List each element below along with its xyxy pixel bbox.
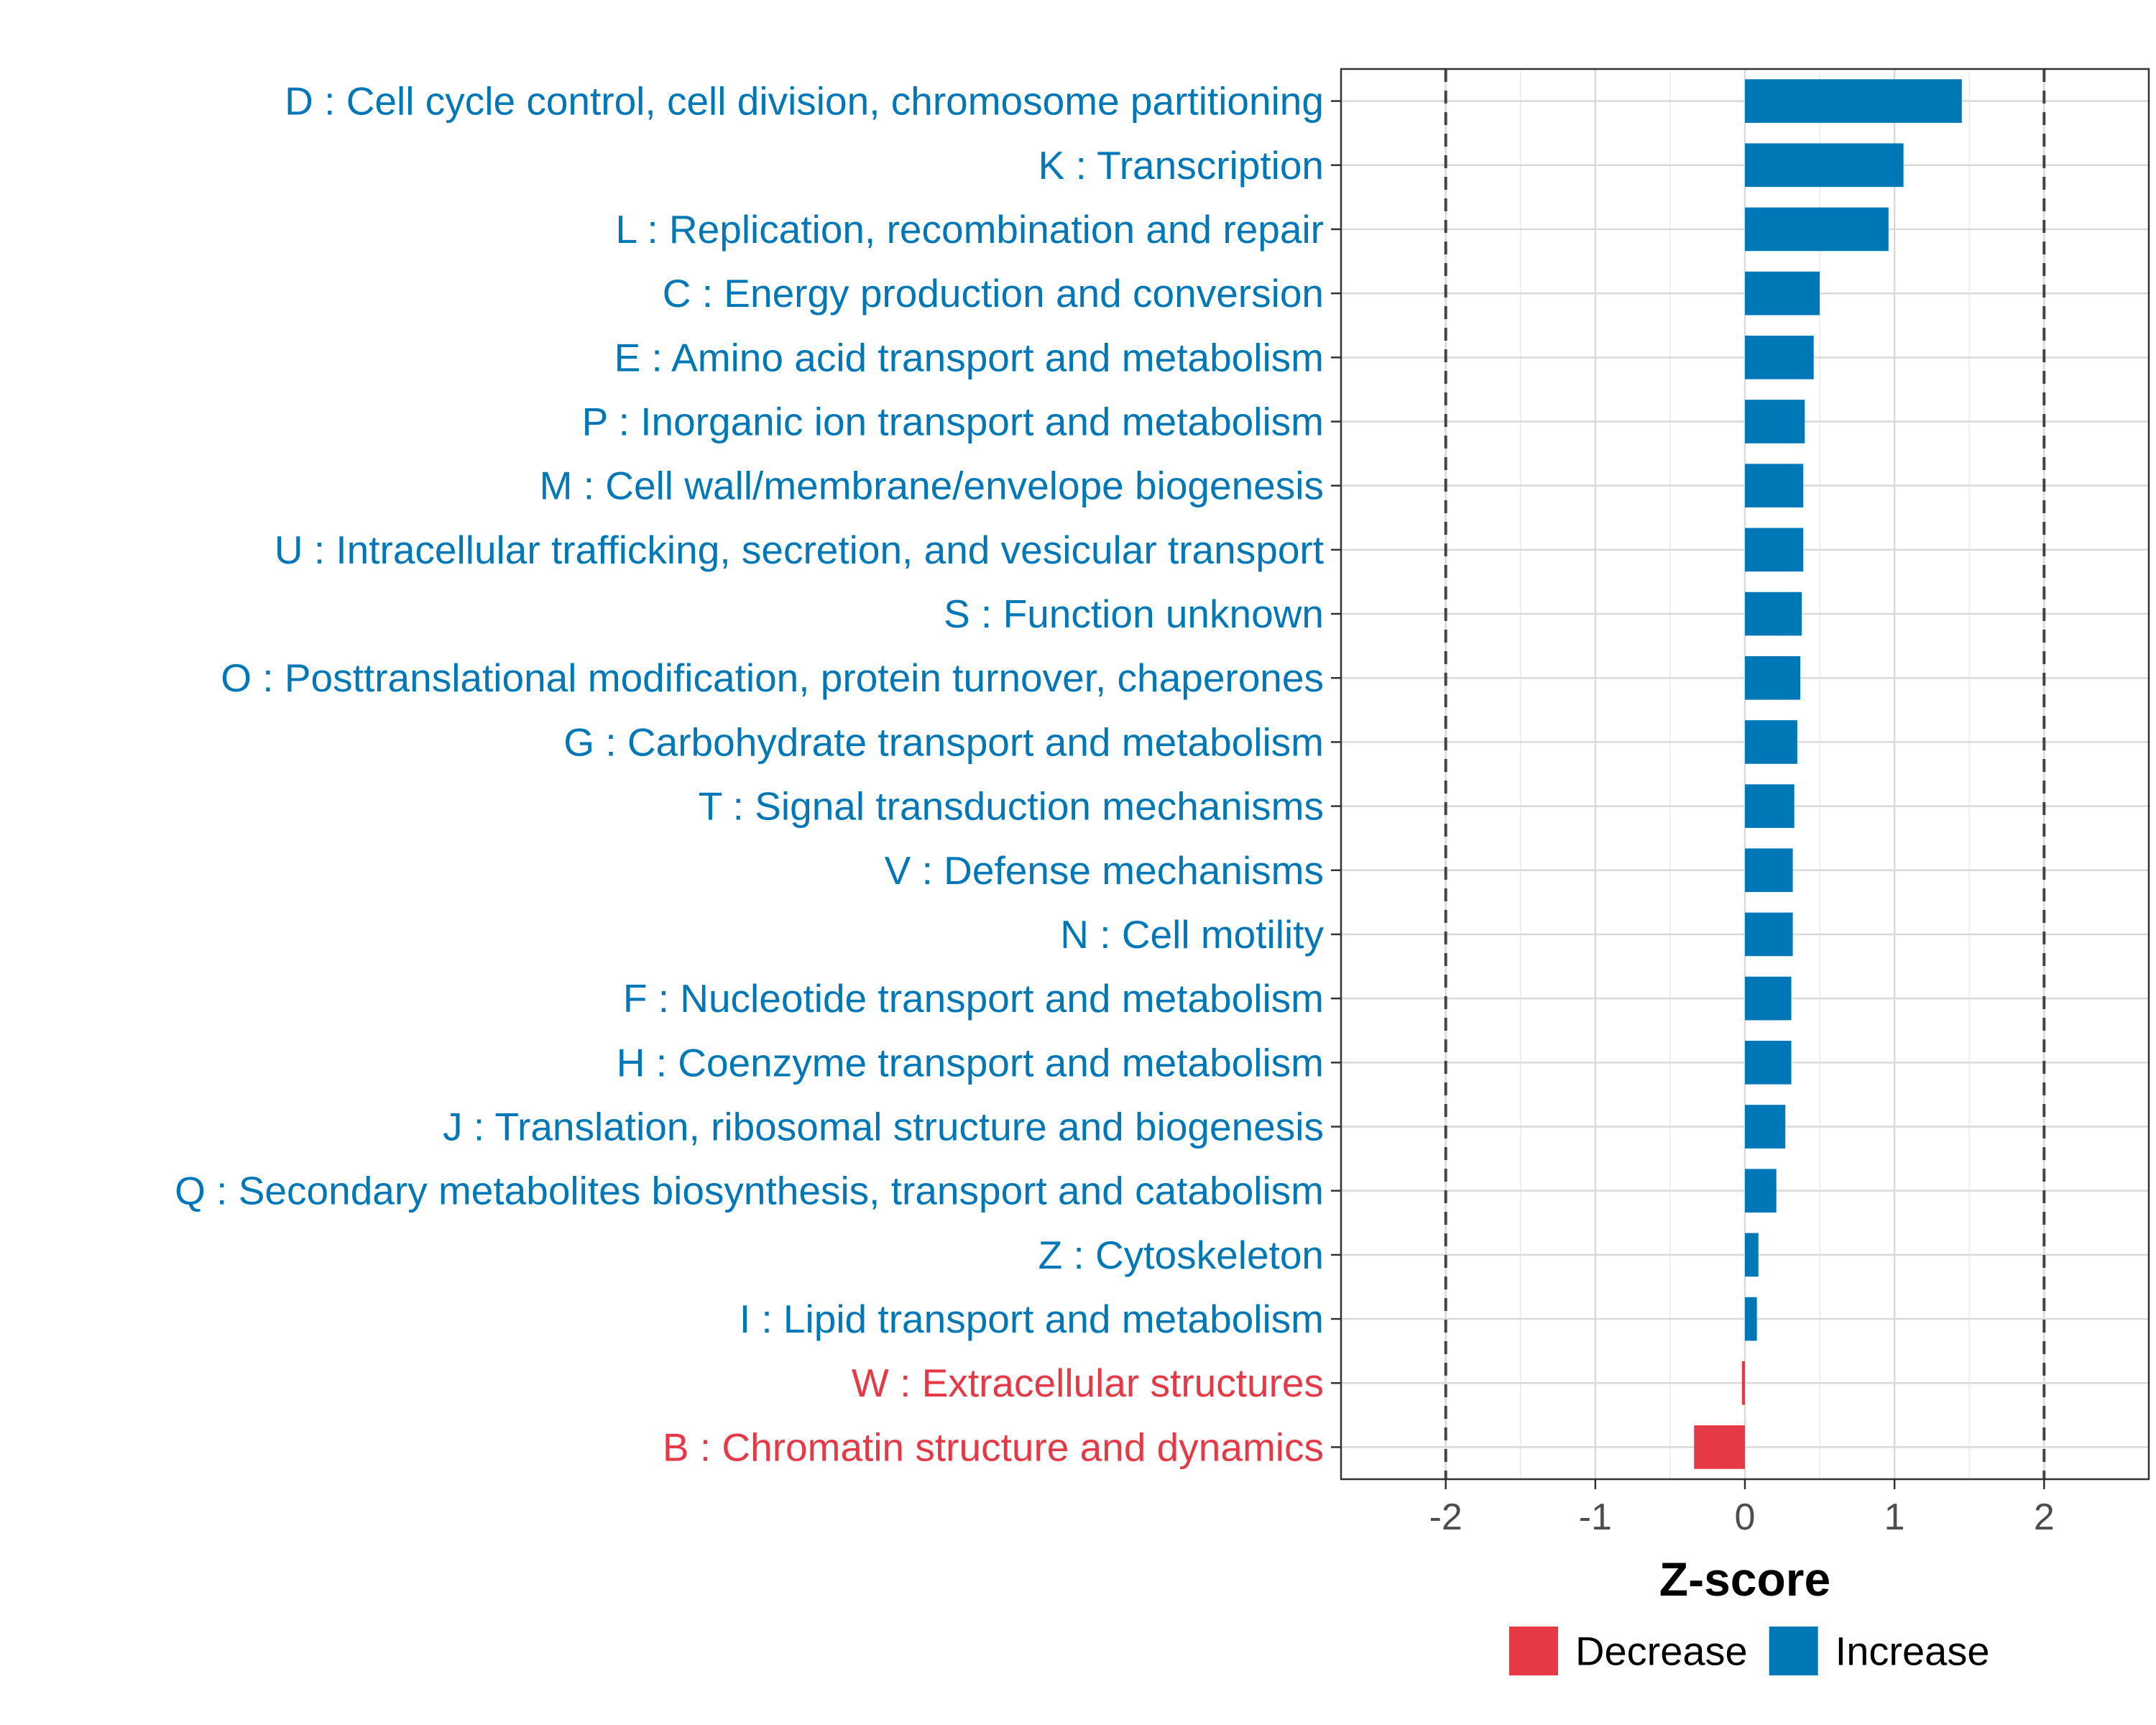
legend-swatch bbox=[1509, 1627, 1558, 1675]
legend-item: Decrease bbox=[1509, 1627, 1748, 1675]
y-axis-category-labels: D : Cell cycle control, cell division, c… bbox=[175, 79, 1324, 1470]
category-label: Z : Cytoskeleton bbox=[1038, 1233, 1324, 1277]
legend-label: Increase bbox=[1835, 1629, 1990, 1674]
legend-label: Decrease bbox=[1575, 1629, 1748, 1674]
category-label: H : Coenzyme transport and metabolism bbox=[617, 1040, 1324, 1085]
bar bbox=[1745, 848, 1793, 893]
category-label: S : Function unknown bbox=[944, 592, 1324, 636]
reference-lines bbox=[1444, 69, 2046, 1479]
category-label: K : Transcription bbox=[1038, 143, 1324, 188]
bar bbox=[1745, 143, 1904, 188]
bar bbox=[1745, 79, 1962, 123]
bar bbox=[1745, 912, 1793, 957]
category-label: V : Defense mechanisms bbox=[885, 848, 1324, 893]
category-label: J : Translation, ribosomal structure and… bbox=[443, 1105, 1324, 1149]
bar bbox=[1745, 1169, 1777, 1213]
bar bbox=[1745, 784, 1795, 828]
bar bbox=[1745, 271, 1820, 316]
bar bbox=[1745, 976, 1792, 1021]
x-tick-label: -1 bbox=[1579, 1496, 1612, 1538]
bar bbox=[1745, 400, 1805, 443]
bar bbox=[1745, 592, 1802, 636]
bar bbox=[1745, 656, 1801, 700]
category-label: T : Signal transduction mechanisms bbox=[699, 784, 1324, 829]
bar bbox=[1745, 207, 1889, 252]
legend-swatch bbox=[1769, 1627, 1818, 1675]
x-tick-label: 2 bbox=[2034, 1496, 2055, 1538]
category-label: F : Nucleotide transport and metabolism bbox=[623, 976, 1324, 1021]
bar bbox=[1745, 1233, 1759, 1277]
x-axis-ticks: -2 -1 0 1 2 bbox=[1429, 1479, 2055, 1538]
category-label: U : Intracellular trafficking, secretion… bbox=[275, 528, 1324, 572]
category-label: C : Energy production and conversion bbox=[663, 271, 1324, 316]
category-label: M : Cell wall/membrane/envelope biogenes… bbox=[540, 464, 1324, 508]
category-label: L : Replication, recombination and repai… bbox=[616, 207, 1324, 252]
bars bbox=[1694, 79, 1962, 1469]
bar bbox=[1745, 1297, 1757, 1341]
category-label: N : Cell motility bbox=[1060, 912, 1324, 957]
category-label: W : Extracellular structures bbox=[852, 1361, 1324, 1405]
bar bbox=[1745, 335, 1814, 380]
legend: Decrease Increase bbox=[1509, 1627, 1989, 1675]
bar bbox=[1745, 720, 1797, 764]
x-tick-label: -2 bbox=[1429, 1496, 1462, 1538]
category-label: B : Chromatin structure and dynamics bbox=[663, 1425, 1324, 1469]
category-label: D : Cell cycle control, cell division, c… bbox=[285, 79, 1324, 124]
category-label: Q : Secondary metabolites biosynthesis, … bbox=[175, 1169, 1324, 1213]
y-axis-ticks bbox=[1331, 100, 1341, 1448]
bar bbox=[1745, 528, 1804, 572]
x-tick-label: 0 bbox=[1735, 1496, 1756, 1538]
bar bbox=[1745, 1105, 1786, 1149]
bar bbox=[1745, 464, 1804, 508]
x-tick-label: 1 bbox=[1884, 1496, 1905, 1538]
bar bbox=[1694, 1425, 1745, 1469]
category-label: I : Lipid transport and metabolism bbox=[740, 1297, 1324, 1341]
category-label: P : Inorganic ion transport and metaboli… bbox=[582, 400, 1324, 444]
category-label: O : Posttranslational modification, prot… bbox=[221, 656, 1324, 700]
category-label: E : Amino acid transport and metabolism bbox=[614, 335, 1324, 380]
x-axis-title: Z-score bbox=[1659, 1552, 1830, 1606]
category-label: G : Carbohydrate transport and metabolis… bbox=[563, 719, 1324, 764]
legend-item: Increase bbox=[1769, 1627, 1990, 1675]
bar bbox=[1745, 1040, 1792, 1085]
bar bbox=[1741, 1361, 1745, 1405]
